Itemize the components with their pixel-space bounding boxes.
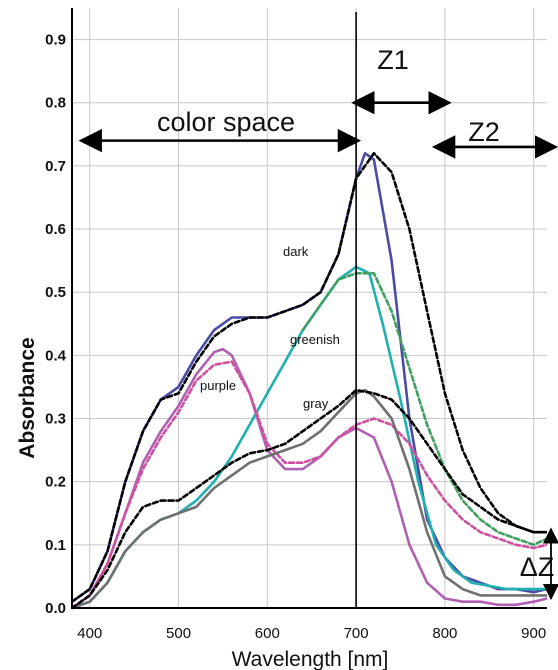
series-line-7 [72, 388, 547, 610]
y-tick-label-1: 0.1 [45, 537, 66, 554]
y-tick-label-6: 0.6 [45, 221, 66, 238]
y-tick-label-7: 0.7 [45, 158, 66, 175]
x-tick-label-2: 600 [255, 625, 280, 642]
series-line-5 [72, 360, 547, 610]
series-line-1 [72, 152, 547, 604]
series-line-6 [72, 388, 547, 610]
x-tick-label-5: 900 [521, 625, 546, 642]
y-tick-label-0: 0.0 [45, 600, 66, 617]
series-line-0 [72, 152, 547, 604]
dark-curve-label: dark [283, 244, 309, 259]
z2-label: Z2 [468, 117, 500, 147]
z1-label: Z1 [377, 45, 409, 75]
series-line-3 [301, 271, 547, 547]
series-line-2 [72, 265, 547, 610]
x-tick-label-1: 500 [166, 625, 191, 642]
grid [72, 8, 547, 608]
y-tick-label-9: 0.9 [45, 32, 66, 49]
color-space-label: color space [157, 107, 295, 137]
y-tick-label-5: 0.5 [45, 284, 66, 301]
x-tick-label-3: 700 [344, 625, 369, 642]
x-tick-label-4: 800 [432, 625, 457, 642]
y-axis-title: Absorbance [16, 337, 39, 458]
purple-curve-label: purple [200, 378, 236, 393]
gray-curve-label: gray [303, 396, 329, 411]
series-group [72, 152, 547, 610]
y-tick-label-2: 0.2 [45, 474, 66, 491]
delta-z-label: ΔZ [520, 552, 555, 582]
y-tick-label-8: 0.8 [45, 95, 66, 112]
greenish-curve-label: greenish [290, 332, 340, 347]
annotation-arrows [78, 91, 558, 601]
series-line-4 [72, 347, 547, 610]
x-axis-title: Wavelength [nm] [232, 648, 389, 670]
y-tick-label-3: 0.3 [45, 411, 66, 428]
x-tick-label-0: 400 [77, 625, 102, 642]
y-tick-label-4: 0.4 [45, 347, 67, 364]
